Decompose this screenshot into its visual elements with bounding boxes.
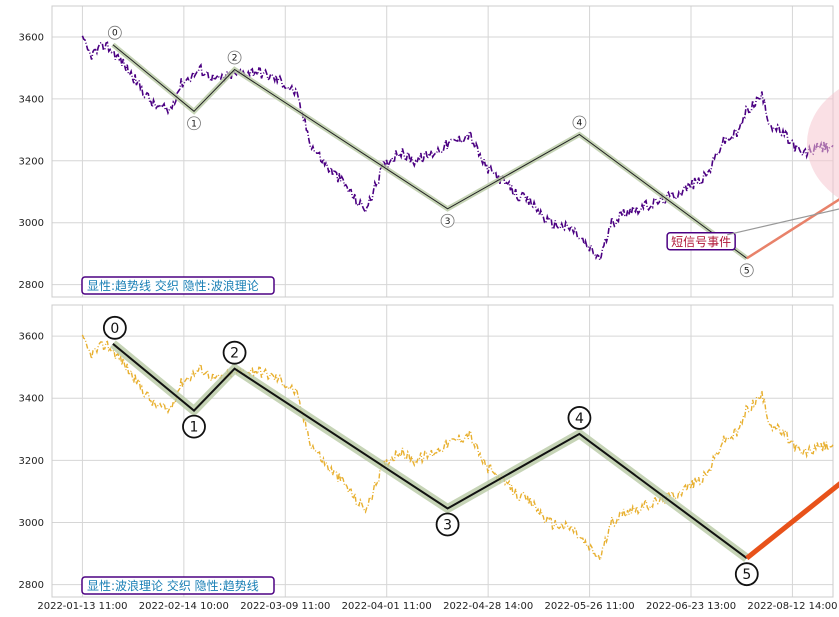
- wave-point-marker: [187, 116, 201, 131]
- y-tick-label: 2800: [19, 580, 44, 591]
- plot-frame: [51, 5, 834, 298]
- legend-box: [81, 276, 275, 295]
- annotation-box: [666, 232, 736, 251]
- impulse-line: [745, 481, 839, 561]
- wave-point-marker: [567, 406, 592, 430]
- wave-point-marker: [734, 562, 759, 587]
- highlight-ellipse: [806, 89, 839, 199]
- wave-point-marker: [739, 263, 754, 278]
- y-tick-label: 3200: [19, 456, 44, 467]
- y-tick-label: 3200: [19, 156, 44, 167]
- wave-point-label: 2: [232, 53, 238, 63]
- bottom-panel: 2800 3000 3200 3400 3600 0 1 2 3 4 5 显性:波浪理论 交织 隐性:…: [19, 304, 839, 598]
- wave-point-label: 4: [575, 411, 584, 427]
- annotation-arrow: [727, 208, 839, 236]
- annotation-text: 短信号事件: [671, 235, 731, 249]
- x-tick-label: 2022-02-14 10:00: [139, 601, 229, 612]
- wave-point-label: 3: [445, 217, 451, 227]
- y-tick-label: 3400: [19, 394, 44, 405]
- wave-point-marker: [107, 25, 122, 40]
- wave-point-label: 0: [112, 29, 118, 39]
- x-tick-label: 2022-05-26 11:00: [545, 601, 635, 612]
- wave-point-label: 4: [577, 118, 583, 128]
- x-tick-label: 2022-04-01 11:00: [342, 601, 432, 612]
- x-tick-label: 2022-01-13 11:00: [37, 601, 127, 612]
- y-tick-label: 2800: [19, 280, 44, 291]
- wave-point-marker: [572, 115, 587, 130]
- x-tick-label: 2022-08-12 14:00: [747, 601, 837, 612]
- legend-text: 显性:趋势线 交织 隐性:波浪理论: [87, 278, 259, 293]
- legend-text: 显性:波浪理论 交织 隐性:趋势线: [87, 578, 259, 593]
- wave-point-label: 3: [443, 517, 452, 533]
- wave-point-marker: [227, 50, 242, 65]
- y-tick-label: 3600: [19, 332, 44, 343]
- x-axis: 2022-01-13 11:00 2022-02-14 10:00 2022-03-…: [37, 601, 837, 612]
- wave-point-label: 2: [230, 346, 239, 362]
- y-tick-label: 3000: [19, 218, 44, 229]
- top-panel: 2800 3000 3200 3400 3600 0 1 2 3 4 5 显性:趋势线 交织 隐性:波…: [19, 5, 839, 298]
- x-tick-label: 2022-06-23 13:00: [646, 601, 736, 612]
- wave-point-marker: [102, 315, 127, 340]
- wave-point-label: 0: [110, 321, 119, 337]
- wave-point-marker: [182, 414, 206, 439]
- price-series-line: [81, 334, 834, 563]
- x-tick-label: 2022-03-09 11:00: [240, 601, 330, 612]
- price-series-line: [81, 35, 834, 263]
- trend-line-short: [746, 198, 839, 260]
- plot-frame: [51, 304, 834, 598]
- wave-point-label: 1: [191, 119, 197, 129]
- wave-point-label: 5: [744, 266, 750, 276]
- wave-line: [112, 44, 748, 259]
- wave-line: [112, 343, 748, 560]
- legend-box: [81, 576, 275, 595]
- y-tick-label: 3400: [19, 94, 44, 105]
- wave-point-marker: [222, 340, 247, 365]
- wave-point-marker: [435, 512, 460, 537]
- wave-point-marker: [440, 213, 455, 228]
- wave-point-label: 5: [742, 567, 751, 583]
- y-tick-label: 3000: [19, 518, 44, 529]
- y-tick-label: 3600: [19, 32, 44, 43]
- wave-point-label: 1: [190, 420, 199, 436]
- x-tick-label: 2022-04-28 14:00: [443, 601, 533, 612]
